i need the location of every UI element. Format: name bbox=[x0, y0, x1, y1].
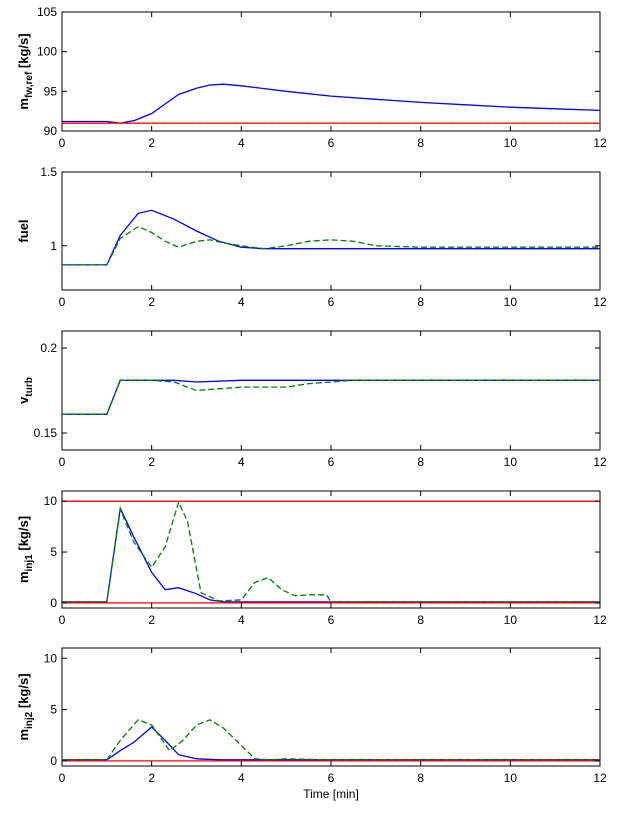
series-group bbox=[62, 379, 600, 415]
series-group bbox=[62, 500, 600, 604]
series-line-2 bbox=[62, 379, 600, 415]
x-tick-label: 10 bbox=[504, 455, 518, 469]
y-axis-label: fuel bbox=[16, 219, 31, 242]
y-tick-label: 0.2 bbox=[40, 341, 57, 355]
subplot-5: 0 2 4 6 8 10 12 0 5 10 minj2 [kg/s] Time [min] bbox=[16, 647, 607, 801]
y-axis-label: mfw,ref [kg/s] bbox=[16, 33, 35, 109]
x-tick-label: 12 bbox=[593, 455, 607, 469]
series-line-1 bbox=[62, 726, 600, 761]
y-tick-label: 5 bbox=[50, 545, 57, 559]
axes-box bbox=[61, 330, 601, 451]
x-tick-label: 4 bbox=[238, 613, 245, 627]
x-tick-label: 12 bbox=[593, 295, 607, 309]
y-tick-label: 0.15 bbox=[34, 426, 58, 440]
x-tick-label: 0 bbox=[59, 613, 66, 627]
axes-box bbox=[61, 490, 601, 609]
y-tick-label: 105 bbox=[37, 5, 57, 19]
y-axis-label: minj1 [kg/s] bbox=[16, 516, 35, 583]
x-tick-label: 6 bbox=[328, 136, 335, 150]
subplot-4: 0 2 4 6 8 10 12 0 5 10 minj1 [kg/s] bbox=[16, 490, 607, 627]
y-axis-label: minj2 [kg/s] bbox=[16, 673, 35, 740]
y-tick-label: 1.5 bbox=[40, 165, 57, 179]
y-axis-label: vturb bbox=[16, 377, 35, 404]
x-tick-label: 4 bbox=[238, 295, 245, 309]
x-tick-label: 6 bbox=[328, 771, 335, 785]
axes-box bbox=[61, 11, 601, 132]
y-tick-label: 95 bbox=[44, 84, 58, 98]
y-tick-label: 10 bbox=[44, 494, 58, 508]
series-group bbox=[62, 83, 600, 124]
x-tick-label: 8 bbox=[417, 136, 424, 150]
y-tick-label: 5 bbox=[50, 703, 57, 717]
subplot-2: 0 2 4 6 8 10 12 1 1.5 fuel bbox=[16, 165, 607, 309]
series-line-2 bbox=[62, 225, 600, 266]
x-tick-label: 12 bbox=[593, 771, 607, 785]
series-line-1 bbox=[62, 209, 600, 266]
x-tick-label: 2 bbox=[148, 136, 155, 150]
series-line-2 bbox=[62, 500, 600, 603]
series-line-1 bbox=[62, 506, 600, 603]
x-tick-label: 0 bbox=[59, 455, 66, 469]
y-tick-label: 90 bbox=[44, 124, 58, 138]
x-tick-label: 0 bbox=[59, 771, 66, 785]
subplot-3: 0 2 4 6 8 10 12 0.15 0.2 vturb bbox=[16, 330, 607, 469]
x-tick-label: 10 bbox=[504, 613, 518, 627]
x-tick-label: 8 bbox=[417, 455, 424, 469]
x-tick-label: 10 bbox=[504, 136, 518, 150]
x-axis-label: Time [min] bbox=[303, 787, 359, 801]
y-tick-label: 0 bbox=[50, 754, 57, 768]
x-tick-label: 2 bbox=[148, 613, 155, 627]
series-line-2 bbox=[62, 719, 600, 761]
x-tick-label: 8 bbox=[417, 613, 424, 627]
y-tick-label: 10 bbox=[44, 651, 58, 665]
x-tick-label: 12 bbox=[593, 613, 607, 627]
x-tick-label: 4 bbox=[238, 455, 245, 469]
axes-box bbox=[61, 171, 601, 291]
x-tick-label: 0 bbox=[59, 295, 66, 309]
x-tick-label: 6 bbox=[328, 613, 335, 627]
series-group bbox=[62, 719, 600, 762]
x-tick-label: 10 bbox=[504, 771, 518, 785]
y-tick-label: 1 bbox=[50, 239, 57, 253]
x-tick-label: 2 bbox=[148, 771, 155, 785]
x-tick-label: 2 bbox=[148, 455, 155, 469]
x-tick-label: 8 bbox=[417, 295, 424, 309]
x-tick-label: 12 bbox=[593, 136, 607, 150]
series-line-1 bbox=[62, 83, 600, 124]
series-group bbox=[62, 209, 600, 266]
x-tick-label: 6 bbox=[328, 295, 335, 309]
y-tick-label: 100 bbox=[37, 45, 57, 59]
x-tick-label: 0 bbox=[59, 136, 66, 150]
x-tick-label: 6 bbox=[328, 455, 335, 469]
x-tick-label: 4 bbox=[238, 136, 245, 150]
axes-box bbox=[61, 647, 601, 767]
x-tick-label: 8 bbox=[417, 771, 424, 785]
y-tick-label: 0 bbox=[50, 596, 57, 610]
x-tick-label: 4 bbox=[238, 771, 245, 785]
x-tick-label: 10 bbox=[504, 295, 518, 309]
x-tick-label: 2 bbox=[148, 295, 155, 309]
